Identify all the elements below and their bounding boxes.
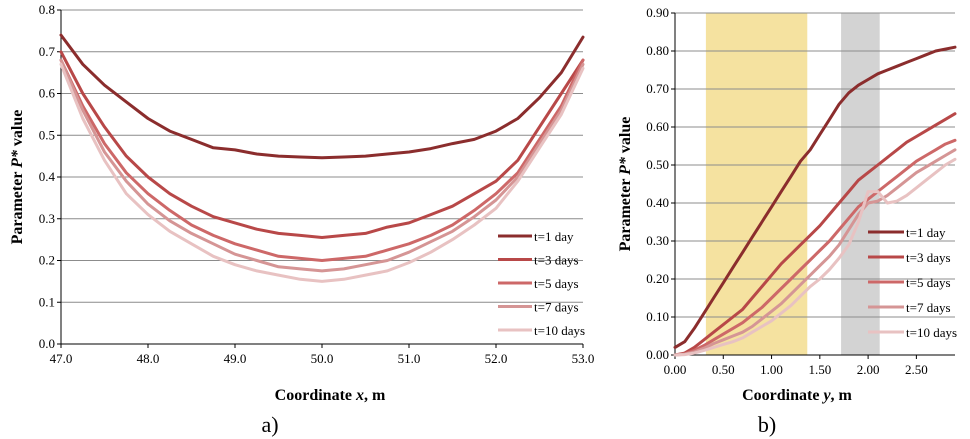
x-tick-label: 53.0 [572, 351, 595, 366]
legend-label: t=5 days [534, 276, 579, 291]
x-axis-title-prefix: Coordinate [275, 387, 356, 404]
y-tick-label: 0.1 [39, 294, 55, 309]
series-line-t-3-days [59, 50, 585, 239]
y-tick-label: 0.10 [646, 309, 669, 324]
y-tick-label: 0.5 [39, 127, 55, 142]
legend-label: t=3 days [534, 253, 579, 268]
series-line-t-7-days [673, 148, 957, 357]
y-tick-label: 0.40 [646, 195, 669, 210]
legend-label: t=3 days [906, 250, 951, 265]
x-tick-label: 0.00 [664, 362, 687, 377]
y-axis-title-prefix: Parameter [617, 175, 634, 252]
series-line-t-7-days [59, 58, 585, 273]
y-tick-label: 0.20 [646, 271, 669, 286]
y-axis-title-suffix: value [9, 110, 26, 150]
x-tick-label: 51.0 [398, 351, 421, 366]
x-tick-label: 0.50 [712, 362, 735, 377]
panel-label: a) [261, 412, 278, 437]
y-tick-label: 0.90 [646, 5, 669, 20]
y-tick-label: 0.7 [39, 44, 56, 59]
chart-panel-a: 0.0 0.1 0.2 0.3 0.4 0.5 0.6 0.7 0.8 47.0 48.0 49.0 5… [9, 2, 594, 437]
panel-label: b) [758, 412, 776, 437]
x-axis-title-suffix: , m [364, 387, 386, 404]
series-line-t-1-day [673, 45, 957, 349]
y-tick-label: 0.60 [646, 119, 669, 134]
x-axis-title-prefix: Coordinate [742, 387, 823, 404]
y-tick-label: 0.00 [646, 347, 669, 362]
x-axis-title: Coordinate y, m [742, 387, 852, 404]
legend-label: t=1 day [906, 225, 946, 240]
series-line-t-10-days [673, 157, 957, 357]
x-axis-title: Coordinate x, m [275, 387, 386, 404]
x-tick-label: 48.0 [137, 351, 160, 366]
shaded-band [705, 13, 808, 355]
legend: t=1 day t=3 days t=5 days t=7 days t=10 days [498, 229, 585, 338]
y-tick-label: 0.6 [39, 86, 56, 101]
x-tick-label: 2.00 [857, 362, 880, 377]
legend-label: t=10 days [534, 323, 585, 338]
legend-label: t=1 day [534, 229, 574, 244]
y-axis-title-var: P* [9, 149, 26, 169]
series-line-t-1-day [59, 33, 585, 160]
y-tick-label: 0.0 [39, 336, 55, 351]
y-axis-title: Parameter P* value [9, 110, 26, 245]
series-line-t-3-days [673, 112, 957, 357]
y-axis-title-var: P* [617, 156, 634, 176]
legend-label: t=10 days [906, 325, 957, 340]
shaded-band [841, 13, 880, 355]
series-line-t-10-days [59, 62, 585, 283]
x-tick-label: 2.50 [905, 362, 928, 377]
x-tick-label: 1.00 [760, 362, 783, 377]
y-tick-label: 0.2 [39, 253, 55, 268]
y-tick-label: 0.70 [646, 81, 669, 96]
x-tick-label: 1.50 [808, 362, 831, 377]
chart-panel-b: 0.00 0.10 0.20 0.30 0.40 0.50 0.60 0.70 0.80 0.90… [617, 5, 957, 437]
series-line-t-5-days [59, 58, 585, 262]
x-axis-title-var: x [355, 387, 364, 404]
y-tick-label: 0.8 [39, 2, 55, 17]
x-axis-title-suffix: , m [831, 387, 853, 404]
x-tick-label: 49.0 [224, 351, 247, 366]
legend-label: t=7 days [906, 300, 951, 315]
y-axis-title: Parameter P* value [617, 117, 634, 252]
legend: t=1 day t=3 days t=5 days t=7 days t=10 days [868, 225, 957, 340]
y-tick-label: 0.3 [39, 211, 55, 226]
x-axis-title-var: y [821, 387, 831, 404]
y-axis-title-suffix: value [617, 117, 634, 157]
x-tick-label: 50.0 [311, 351, 334, 366]
y-tick-label: 0.4 [39, 169, 56, 184]
y-tick-label: 0.50 [646, 157, 669, 172]
legend-label: t=5 days [906, 275, 951, 290]
x-tick-label: 47.0 [50, 351, 73, 366]
y-tick-label: 0.80 [646, 43, 669, 58]
y-tick-label: 0.30 [646, 233, 669, 248]
y-axis-title-prefix: Parameter [9, 168, 26, 245]
series-line-t-5-days [673, 138, 957, 357]
x-tick-label: 52.0 [485, 351, 508, 366]
legend-label: t=7 days [534, 300, 579, 315]
